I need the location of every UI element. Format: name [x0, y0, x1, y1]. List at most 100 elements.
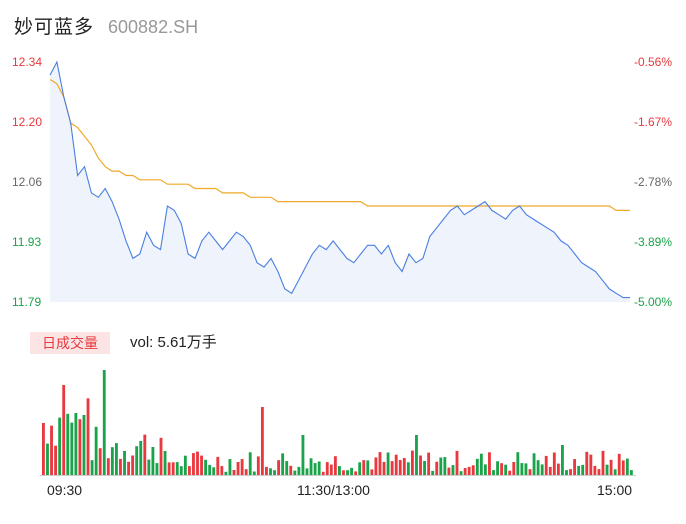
volume-bar	[605, 464, 609, 475]
volume-bar	[419, 455, 422, 475]
volume-bar	[374, 457, 378, 475]
volume-bar	[362, 460, 366, 475]
volume-bar	[625, 458, 629, 475]
volume-bar	[123, 450, 126, 475]
volume-bar	[354, 471, 358, 475]
volume-bar	[358, 462, 362, 475]
volume-bar	[435, 461, 439, 475]
price-area	[50, 62, 630, 302]
volume-bar	[398, 460, 402, 475]
volume-bar	[167, 462, 171, 475]
volume-bar	[224, 471, 228, 475]
time-axis-label: 11:30/13:00	[297, 482, 370, 498]
volume-bar	[321, 471, 325, 475]
volume-bar	[208, 464, 212, 475]
volume-bar	[431, 470, 435, 475]
volume-bar	[114, 443, 118, 475]
volume-bar	[317, 461, 321, 475]
volume-bar	[532, 453, 536, 475]
volume-bar	[139, 440, 143, 475]
time-axis-label: 09:30	[47, 482, 83, 498]
volume-bar	[467, 466, 471, 475]
volume-bar	[621, 460, 625, 475]
volume-bar	[102, 370, 106, 475]
volume-bar	[601, 450, 605, 475]
volume-bar	[240, 459, 244, 475]
volume-bar	[309, 458, 313, 475]
volume-bar	[62, 385, 66, 475]
volume-bar	[244, 469, 248, 475]
volume-bar	[520, 463, 524, 475]
price-chart	[49, 60, 630, 302]
volume-bar	[573, 459, 577, 475]
volume-bar	[329, 464, 333, 475]
pct-axis-label: -0.56%	[633, 55, 672, 69]
volume-bar	[617, 453, 621, 475]
volume-bar	[135, 446, 139, 475]
volume-bar	[577, 465, 581, 475]
volume-bar	[415, 435, 418, 475]
volume-bar	[74, 413, 78, 475]
volume-bar	[512, 462, 516, 475]
volume-bar	[496, 461, 499, 475]
volume-bar	[183, 455, 187, 475]
volume-bar	[394, 454, 398, 475]
price-axis-label: 12.34	[12, 55, 43, 69]
volume-chart	[40, 370, 636, 476]
volume-bar	[277, 460, 281, 475]
volume-bar	[265, 466, 268, 475]
volume-bar	[451, 465, 455, 475]
pct-axis-label: -1.67%	[633, 115, 672, 129]
volume-bar	[471, 465, 475, 475]
volume-bar	[443, 457, 447, 475]
volume-bar	[50, 425, 53, 475]
volume-bar	[175, 462, 179, 475]
volume-bar	[98, 448, 102, 475]
volume-bar	[455, 450, 459, 475]
volume-tab[interactable]: 日成交量	[30, 332, 110, 354]
volume-bar	[220, 466, 224, 475]
volume-bar	[536, 460, 540, 475]
volume-bar	[386, 452, 390, 475]
volume-bar	[269, 468, 272, 475]
volume-bar	[151, 447, 155, 475]
volume-bar	[390, 461, 394, 475]
volume-bar	[301, 435, 305, 475]
volume-bar	[216, 456, 220, 475]
volume-bar	[155, 463, 159, 475]
volume-bar	[552, 452, 556, 475]
volume-bar	[585, 451, 589, 475]
volume-bar	[90, 460, 94, 475]
volume-bar	[305, 468, 309, 475]
pct-axis-label: -5.00%	[633, 295, 672, 309]
volume-bar	[297, 466, 301, 475]
volume-bar	[163, 451, 167, 475]
volume-bar	[629, 470, 633, 475]
volume-bar	[593, 465, 597, 475]
price-axis-label: 12.06	[12, 175, 43, 189]
volume-bar	[46, 443, 49, 475]
volume-bar	[82, 415, 86, 475]
volume-bar	[382, 461, 386, 475]
volume-bar	[143, 434, 147, 475]
volume-bar	[516, 452, 520, 475]
volume-bar	[42, 423, 45, 475]
volume-bar	[293, 470, 297, 475]
pct-axis-label: -2.78%	[633, 175, 672, 189]
volume-bar	[504, 464, 508, 475]
volume-bar	[248, 452, 252, 475]
volume-bar	[252, 471, 256, 475]
volume-bar	[447, 467, 451, 475]
volume-bar	[406, 462, 410, 475]
volume-bar	[204, 459, 208, 475]
volume-bar	[479, 453, 483, 475]
volume-bar	[281, 453, 285, 475]
volume-bar	[366, 460, 370, 475]
volume-bar	[378, 452, 382, 475]
average-price-line	[49, 78, 630, 211]
volume-bar	[459, 471, 463, 475]
volume-bar	[273, 470, 276, 475]
volume-bar	[581, 464, 585, 475]
volume-bar	[350, 467, 354, 475]
volume-bar	[427, 452, 431, 475]
